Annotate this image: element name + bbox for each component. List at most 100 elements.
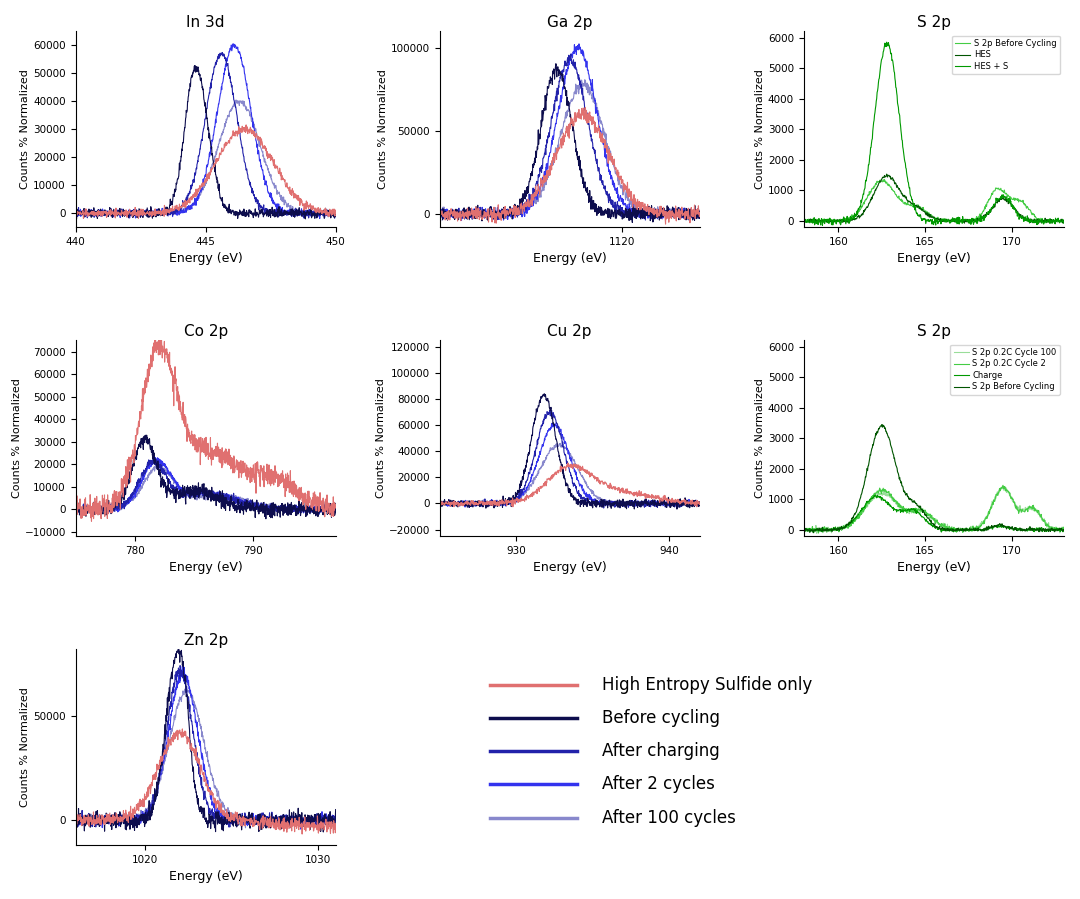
S 2p Before Cycling	[876, 419, 889, 430]
S 2p Before Cycling	[950, 218, 963, 229]
Title: S 2p: S 2p	[917, 325, 950, 339]
Text: After 2 cycles: After 2 cycles	[602, 776, 715, 794]
Y-axis label: Counts % Normalized: Counts % Normalized	[755, 378, 765, 498]
HES + S	[972, 215, 985, 226]
Title: Ga 2p: Ga 2p	[546, 15, 593, 31]
Title: S 2p: S 2p	[917, 15, 950, 31]
S 2p Before Cycling	[878, 174, 891, 185]
HES	[864, 194, 877, 205]
Charge	[797, 525, 810, 536]
HES	[1057, 215, 1070, 226]
S 2p 0.2C Cycle 2	[916, 505, 929, 516]
HES + S	[865, 142, 878, 153]
Title: Cu 2p: Cu 2p	[548, 325, 592, 339]
S 2p 0.2C Cycle 2	[797, 526, 810, 537]
Y-axis label: Counts % Normalized: Counts % Normalized	[378, 69, 388, 189]
Charge	[869, 489, 882, 500]
S 2p 0.2C Cycle 2	[971, 521, 984, 532]
Text: After charging: After charging	[602, 743, 719, 761]
X-axis label: Energy (eV): Energy (eV)	[896, 253, 971, 265]
S 2p Before Cycling	[916, 205, 929, 216]
S 2p Before Cycling	[797, 217, 810, 227]
HES	[994, 193, 1007, 204]
Title: In 3d: In 3d	[187, 15, 225, 31]
Line: S 2p Before Cycling: S 2p Before Cycling	[804, 180, 1064, 224]
HES	[972, 214, 985, 225]
S 2p 0.2C Cycle 2	[843, 519, 856, 530]
S 2p Before Cycling	[951, 524, 964, 535]
S 2p Before Cycling	[951, 215, 964, 226]
X-axis label: Energy (eV): Energy (eV)	[532, 561, 607, 574]
HES + S	[916, 213, 929, 224]
HES	[958, 218, 971, 228]
Legend: S 2p 0.2C Cycle 100, S 2p 0.2C Cycle 2, Charge, S 2p Before Cycling: S 2p 0.2C Cycle 100, S 2p 0.2C Cycle 2, …	[950, 344, 1059, 395]
S 2p Before Cycling	[797, 524, 810, 535]
Title: Co 2p: Co 2p	[184, 325, 228, 339]
S 2p 0.2C Cycle 100	[971, 522, 984, 533]
S 2p 0.2C Cycle 2	[997, 480, 1010, 491]
Line: S 2p 0.2C Cycle 2: S 2p 0.2C Cycle 2	[804, 485, 1064, 533]
S 2p 0.2C Cycle 100	[994, 485, 1007, 496]
X-axis label: Energy (eV): Energy (eV)	[532, 253, 607, 265]
S 2p 0.2C Cycle 2	[865, 494, 878, 504]
Charge	[843, 517, 856, 528]
Text: Before cycling: Before cycling	[602, 709, 720, 727]
S 2p 0.2C Cycle 100	[996, 481, 1009, 492]
S 2p 0.2C Cycle 100	[797, 524, 810, 535]
S 2p Before Cycling	[807, 528, 820, 539]
S 2p Before Cycling	[972, 522, 985, 533]
HES	[843, 216, 856, 227]
Y-axis label: Counts % Normalized: Counts % Normalized	[12, 378, 22, 498]
S 2p Before Cycling	[994, 520, 1007, 530]
Charge	[916, 512, 929, 522]
S 2p 0.2C Cycle 2	[951, 525, 964, 536]
X-axis label: Energy (eV): Energy (eV)	[168, 253, 243, 265]
S 2p 0.2C Cycle 100	[916, 504, 929, 515]
HES + S	[815, 220, 828, 231]
HES + S	[994, 193, 1007, 204]
Line: S 2p Before Cycling: S 2p Before Cycling	[804, 424, 1064, 533]
Line: S 2p 0.2C Cycle 100: S 2p 0.2C Cycle 100	[804, 486, 1064, 533]
HES	[797, 215, 810, 226]
Charge	[972, 524, 985, 535]
Line: Charge: Charge	[804, 494, 1064, 532]
S 2p Before Cycling	[1057, 525, 1070, 536]
S 2p 0.2C Cycle 100	[843, 518, 856, 529]
Charge	[994, 521, 1007, 532]
Text: High Entropy Sulfide only: High Entropy Sulfide only	[602, 676, 812, 694]
S 2p Before Cycling	[972, 212, 985, 223]
S 2p Before Cycling	[916, 504, 929, 515]
Line: HES + S: HES + S	[804, 42, 1064, 226]
Title: Zn 2p: Zn 2p	[184, 633, 228, 648]
S 2p 0.2C Cycle 100	[865, 494, 878, 505]
Text: After 100 cycles: After 100 cycles	[602, 809, 735, 827]
Y-axis label: Counts % Normalized: Counts % Normalized	[21, 69, 30, 189]
Y-axis label: Counts % Normalized: Counts % Normalized	[755, 69, 765, 189]
HES	[916, 205, 929, 216]
S 2p Before Cycling	[843, 212, 856, 223]
Legend: S 2p Before Cycling, HES, HES + S: S 2p Before Cycling, HES, HES + S	[951, 36, 1059, 75]
S 2p 0.2C Cycle 2	[812, 528, 825, 539]
S 2p Before Cycling	[994, 183, 1007, 194]
X-axis label: Energy (eV): Energy (eV)	[896, 561, 971, 574]
Charge	[864, 494, 877, 504]
S 2p 0.2C Cycle 100	[810, 528, 823, 539]
S 2p 0.2C Cycle 2	[1057, 523, 1070, 534]
Charge	[951, 523, 964, 534]
S 2p Before Cycling	[864, 186, 877, 197]
HES	[951, 215, 964, 226]
S 2p Before Cycling	[843, 518, 856, 529]
S 2p 0.2C Cycle 100	[951, 525, 964, 536]
Line: HES: HES	[804, 174, 1064, 223]
HES + S	[1057, 217, 1070, 227]
Y-axis label: Counts % Normalized: Counts % Normalized	[376, 378, 386, 498]
HES + S	[843, 216, 856, 227]
Charge	[1057, 525, 1070, 536]
Charge	[935, 527, 948, 538]
Y-axis label: Counts % Normalized: Counts % Normalized	[21, 688, 30, 807]
HES + S	[951, 218, 964, 229]
HES + S	[880, 37, 893, 48]
S 2p Before Cycling	[865, 447, 878, 458]
S 2p Before Cycling	[1057, 215, 1070, 226]
S 2p 0.2C Cycle 100	[1057, 525, 1070, 536]
